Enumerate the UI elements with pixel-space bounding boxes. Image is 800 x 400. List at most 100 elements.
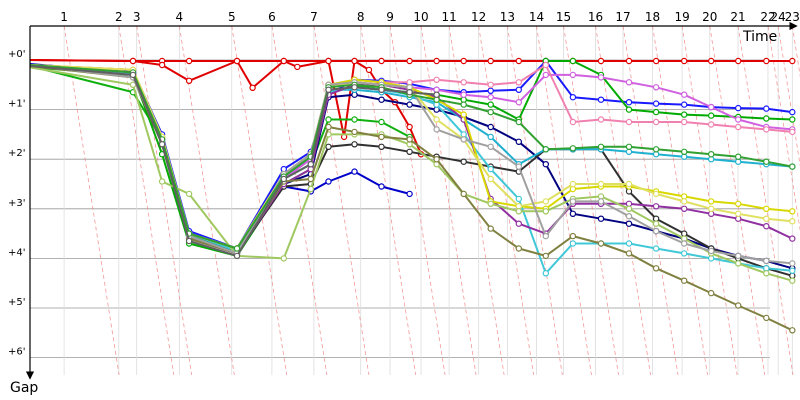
data-point xyxy=(185,77,193,85)
data-point xyxy=(569,93,577,101)
data-point xyxy=(378,86,385,94)
lap-guide-line xyxy=(313,25,370,376)
data-point xyxy=(487,81,494,89)
data-point xyxy=(681,118,688,126)
series-line xyxy=(29,59,793,62)
data-point xyxy=(569,71,577,79)
data-point xyxy=(351,128,358,136)
lap-guides xyxy=(63,25,800,376)
data-point xyxy=(351,168,358,175)
lap-guide-line xyxy=(767,25,800,232)
data-point xyxy=(515,86,523,94)
data-point xyxy=(307,185,314,193)
lap-label: 1 xyxy=(60,10,68,24)
data-point xyxy=(708,103,715,111)
data-point xyxy=(569,145,577,152)
data-point xyxy=(708,198,715,205)
data-point xyxy=(763,158,770,165)
data-point xyxy=(233,57,241,65)
data-point xyxy=(487,57,494,65)
data-point xyxy=(735,57,742,65)
data-point xyxy=(542,198,550,205)
data-point xyxy=(307,175,314,183)
data-point xyxy=(542,146,550,153)
data-point xyxy=(625,98,633,106)
y-tick-label: +3' xyxy=(8,198,26,209)
y-tick-label: +2' xyxy=(8,148,26,159)
data-point xyxy=(763,57,770,65)
data-point xyxy=(735,104,742,112)
data-point xyxy=(569,198,577,205)
lap-label: 3 xyxy=(133,10,141,24)
series-group xyxy=(29,57,796,334)
lap-guide-line xyxy=(622,25,679,376)
lap-label: 18 xyxy=(645,10,660,24)
data-point xyxy=(763,257,770,265)
data-point xyxy=(158,141,166,148)
lap-guide-line xyxy=(791,25,800,78)
data-point xyxy=(789,208,796,215)
lap-label: 15 xyxy=(556,10,571,24)
data-point xyxy=(625,240,633,247)
data-point xyxy=(378,143,385,150)
data-point xyxy=(542,232,550,240)
data-point xyxy=(708,205,715,212)
data-point xyxy=(708,247,715,255)
x-axis-label: Time xyxy=(742,29,777,45)
data-point xyxy=(325,57,332,65)
data-point xyxy=(433,155,440,163)
data-point xyxy=(625,212,633,220)
data-point xyxy=(515,118,523,126)
data-point xyxy=(487,123,494,131)
data-point xyxy=(597,180,605,188)
data-point xyxy=(433,126,440,133)
lap-label: 21 xyxy=(730,10,745,24)
data-point xyxy=(351,84,358,91)
data-point xyxy=(735,123,742,131)
data-point xyxy=(515,163,523,170)
data-point xyxy=(433,57,440,65)
lap-label: 11 xyxy=(441,10,456,24)
data-point xyxy=(681,91,688,98)
data-point xyxy=(789,57,796,65)
data-point xyxy=(433,91,440,98)
y-tick-label: +0' xyxy=(8,49,26,60)
data-point xyxy=(233,245,241,252)
data-point xyxy=(433,116,440,123)
data-point xyxy=(681,205,688,212)
data-point xyxy=(652,108,660,116)
data-point xyxy=(158,178,166,185)
lap-guide-line xyxy=(231,25,288,376)
data-point xyxy=(597,74,605,81)
lap-guide-line xyxy=(536,25,592,376)
data-point xyxy=(233,252,241,260)
data-point xyxy=(597,143,605,150)
data-point xyxy=(763,115,770,122)
data-point xyxy=(378,57,385,65)
lap-label: 17 xyxy=(615,10,630,24)
lap-label: 20 xyxy=(702,10,717,24)
data-point xyxy=(789,267,796,274)
data-point xyxy=(406,101,413,108)
data-point xyxy=(129,71,137,79)
lap-label: 19 xyxy=(674,10,689,24)
data-point xyxy=(789,116,796,123)
data-point xyxy=(249,84,256,92)
data-point xyxy=(460,91,467,98)
data-point xyxy=(625,180,633,188)
data-point xyxy=(569,57,577,65)
data-point xyxy=(735,153,742,160)
data-point xyxy=(789,277,796,284)
data-point xyxy=(487,175,494,183)
lap-label: 16 xyxy=(588,10,603,24)
data-point xyxy=(681,277,688,284)
data-point xyxy=(625,57,633,65)
data-point xyxy=(652,245,660,252)
axes: Time Gap xyxy=(10,21,798,396)
data-point xyxy=(735,252,742,260)
data-point xyxy=(652,146,660,153)
data-point xyxy=(460,158,467,165)
data-point xyxy=(789,163,796,170)
data-point xyxy=(487,93,494,101)
data-point xyxy=(365,66,373,74)
